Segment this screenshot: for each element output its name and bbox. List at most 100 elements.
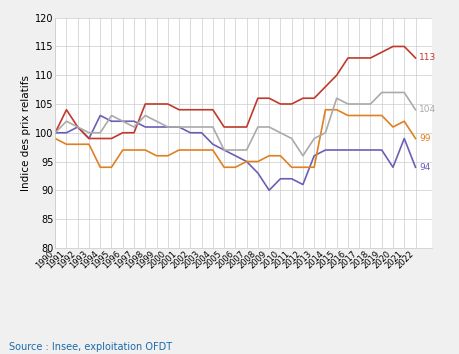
Bières [120, 148, 125, 152]
Vins [97, 136, 103, 141]
Boissons alcoolisées [401, 90, 406, 95]
Spiritueux [288, 177, 294, 181]
Spiritueux [255, 171, 260, 175]
Vins [401, 44, 406, 48]
Bières [176, 148, 181, 152]
Vins [300, 96, 305, 100]
Boissons alcoolisées [142, 113, 148, 118]
Line: Bières: Bières [55, 110, 414, 167]
Spiritueux [131, 119, 136, 123]
Bières [277, 154, 283, 158]
Boissons alcoolisées [108, 113, 114, 118]
Bières [412, 136, 417, 141]
Spiritueux [378, 148, 384, 152]
Boissons alcoolisées [232, 148, 238, 152]
Spiritueux [210, 142, 215, 146]
Line: Spiritueux: Spiritueux [55, 115, 414, 190]
Bières [300, 165, 305, 169]
Spiritueux [187, 131, 193, 135]
Bières [255, 159, 260, 164]
Vins [86, 136, 91, 141]
Boissons alcoolisées [131, 125, 136, 129]
Bières [344, 113, 350, 118]
Spiritueux [412, 165, 417, 169]
Vins [243, 125, 249, 129]
Vins [322, 85, 327, 89]
Vins [333, 73, 339, 77]
Boissons alcoolisées [378, 90, 384, 95]
Vins [367, 56, 372, 60]
Spiritueux [322, 148, 327, 152]
Vins [198, 108, 204, 112]
Boissons alcoolisées [86, 131, 91, 135]
Bières [97, 165, 103, 169]
Boissons alcoolisées [288, 136, 294, 141]
Boissons alcoolisées [97, 131, 103, 135]
Spiritueux [266, 188, 271, 192]
Vins [255, 96, 260, 100]
Bières [142, 148, 148, 152]
Spiritueux [86, 136, 91, 141]
Boissons alcoolisées [367, 102, 372, 106]
Bières [232, 165, 238, 169]
Bières [221, 165, 226, 169]
Boissons alcoolisées [52, 131, 58, 135]
Bières [153, 154, 159, 158]
Boissons alcoolisées [344, 102, 350, 106]
Vins [75, 125, 80, 129]
Boissons alcoolisées [389, 90, 395, 95]
Vins [311, 96, 316, 100]
Text: 104: 104 [418, 105, 435, 114]
Spiritueux [344, 148, 350, 152]
Vins [266, 96, 271, 100]
Spiritueux [153, 125, 159, 129]
Boissons alcoolisées [153, 119, 159, 123]
Bières [322, 108, 327, 112]
Boissons alcoolisées [322, 131, 327, 135]
Vins [356, 56, 361, 60]
Text: 113: 113 [418, 53, 435, 62]
Text: 99: 99 [418, 134, 430, 143]
Boissons alcoolisées [243, 148, 249, 152]
Spiritueux [165, 125, 170, 129]
Vins [142, 102, 148, 106]
Spiritueux [97, 113, 103, 118]
Bières [131, 148, 136, 152]
Bières [108, 165, 114, 169]
Vins [412, 56, 417, 60]
Text: 94: 94 [418, 163, 429, 172]
Boissons alcoolisées [120, 119, 125, 123]
Spiritueux [232, 154, 238, 158]
Spiritueux [142, 125, 148, 129]
Vins [232, 125, 238, 129]
Boissons alcoolisées [75, 125, 80, 129]
Spiritueux [389, 165, 395, 169]
Vins [131, 131, 136, 135]
Boissons alcoolisées [63, 119, 69, 123]
Bières [187, 148, 193, 152]
Vins [288, 102, 294, 106]
Bières [243, 159, 249, 164]
Bières [356, 113, 361, 118]
Spiritueux [221, 148, 226, 152]
Vins [63, 108, 69, 112]
Spiritueux [300, 182, 305, 187]
Bières [52, 136, 58, 141]
Bières [401, 119, 406, 123]
Boissons alcoolisées [356, 102, 361, 106]
Vins [153, 102, 159, 106]
Bières [63, 142, 69, 146]
Spiritueux [333, 148, 339, 152]
Spiritueux [401, 136, 406, 141]
Bières [333, 108, 339, 112]
Vins [187, 108, 193, 112]
Boissons alcoolisées [255, 125, 260, 129]
Vins [277, 102, 283, 106]
Bières [389, 125, 395, 129]
Vins [378, 50, 384, 54]
Boissons alcoolisées [187, 125, 193, 129]
Bières [378, 113, 384, 118]
Vins [221, 125, 226, 129]
Boissons alcoolisées [198, 125, 204, 129]
Vins [389, 44, 395, 48]
